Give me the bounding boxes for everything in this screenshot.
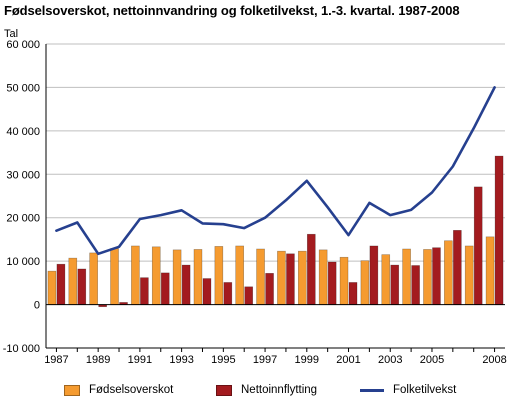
bar-nettoinnflytting-1998 [286,253,295,305]
bar-series [47,155,504,308]
bar-nettoinnflytting-2001 [348,282,358,305]
bar-fdselsoverskot-2007 [464,245,474,305]
bar-fdselsoverskot-1988 [68,257,78,305]
bar-fdselsoverskot-2003 [381,254,391,305]
x-axis-ticks: 1987 1989 1991 1993 1995 1997 1999 2001 2003 2005… [44,348,507,366]
bar-nettoinnflytting-1988 [77,268,87,305]
legend-swatch-nettoinnflytting [216,384,232,396]
bar-fdselsoverskot-1987 [47,270,57,305]
legend-label-fodselsoverskot: Fødselsoverskot [89,384,174,396]
bar-fdselsoverskot-1989 [89,252,98,305]
bar-fdselsoverskot-2001 [339,256,349,305]
line-folketilvekst [55,86,496,256]
legend-label-nettoinnflytting: Nettoinnflytting [241,384,318,396]
bar-fdselsoverskot-1990 [110,248,119,305]
chart-title: Fødselsoverskot, nettoinnvandring og fol… [4,3,460,18]
legend-item-nettoinnflytting: Nettoinnflytting [216,380,317,400]
bar-fdselsoverskot-1991 [131,245,140,305]
bar-fdselsoverskot-1994 [193,249,203,305]
x-tick-label-2008: 2008 [482,354,506,366]
y-tick-label: 50 000 [6,82,40,94]
bar-nettoinnflytting-1999 [306,233,316,305]
bar-fdselsoverskot-1992 [151,246,161,305]
bar-fdselsoverskot-2006 [444,240,453,305]
bar-fdselsoverskot-2002 [360,260,370,305]
legend-swatch-folketilvekst [360,388,384,392]
x-tick-label-1999: 1999 [295,354,319,366]
bar-nettoinnflytting-1994 [202,278,212,305]
y-tick-label: 40 000 [6,126,40,138]
x-tick-label-1997: 1997 [253,354,277,366]
legend-item-folketilvekst: Folketilvekst [360,380,456,400]
y-tick-label: 20 000 [6,213,40,225]
chart-plot: Tal -10 000 0 10 000 20 000 30 000 40 000 50 0… [3,28,507,366]
line-series [55,86,496,256]
y-tick-label: -10 000 [3,343,40,355]
bar-nettoinnflytting-1987 [56,263,66,305]
x-tick-label-1995: 1995 [211,354,235,366]
bar-fdselsoverskot-2008 [485,236,495,305]
y-tick-label: 0 [34,300,40,312]
x-tick-label-2003: 2003 [378,354,402,366]
bar-nettoinnflytting-1997 [265,273,274,305]
bar-fdselsoverskot-1996 [235,245,245,305]
bar-nettoinnflytting-1992 [160,272,170,305]
x-tick-label-1987: 1987 [44,354,68,366]
y-axis-ticks: -10 000 0 10 000 20 000 30 000 40 000 50 000 60… [3,39,40,355]
bar-nettoinnflytting-1995 [223,282,233,305]
bar-fdselsoverskot-2000 [318,249,328,305]
bar-nettoinnflytting-1993 [181,264,191,305]
bar-nettoinnflytting-2005 [432,247,441,305]
legend-item-fodselsoverskot: Fødselsoverskot [64,380,173,400]
bar-fdselsoverskot-2005 [423,249,432,305]
y-axis-label: Tal [4,28,18,40]
bar-nettoinnflytting-1996 [244,286,254,305]
x-tick-label-1993: 1993 [169,354,193,366]
bar-nettoinnflytting-2003 [390,264,400,305]
bar-nettoinnflytting-2004 [411,265,420,305]
bar-fdselsoverskot-1997 [256,248,265,305]
axes [45,44,505,349]
legend-label-folketilvekst: Folketilvekst [393,384,457,396]
bar-fdselsoverskot-1995 [214,246,224,305]
x-tick-label-1989: 1989 [86,354,110,366]
x-tick-label-1991: 1991 [128,354,152,366]
bar-nettoinnflytting-2007 [473,186,483,305]
chart-legend: Fødselsoverskot Nettoinnflytting Folketi… [0,380,513,406]
bar-nettoinnflytting-2000 [327,261,337,305]
bar-fdselsoverskot-2004 [402,248,411,305]
bar-fdselsoverskot-1998 [277,250,286,305]
bar-nettoinnflytting-2008 [494,155,504,305]
bar-nettoinnflytting-2006 [453,230,462,305]
legend-swatch-fodselsoverskot [64,384,80,396]
y-tick-label: 10 000 [6,256,40,268]
bar-nettoinnflytting-1991 [140,277,149,305]
x-tick-label-2001: 2001 [336,354,360,366]
bar-fdselsoverskot-1999 [297,250,307,305]
y-tick-label: 30 000 [6,169,40,181]
y-tick-label: 60 000 [6,39,40,51]
bar-nettoinnflytting-2002 [369,245,379,305]
x-tick-label-2005: 2005 [420,354,444,366]
bar-fdselsoverskot-1993 [172,249,182,305]
